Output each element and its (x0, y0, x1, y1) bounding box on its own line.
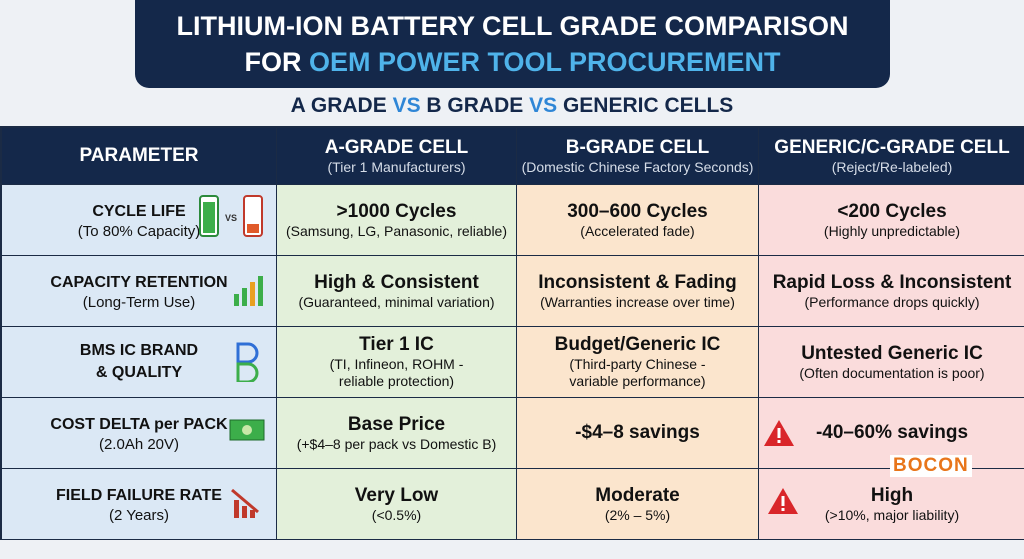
cell-subtitle: (>10%, major liability) (824, 506, 960, 523)
table-cell: 300–600 Cycles (Accelerated fade) (517, 185, 759, 256)
decline-icon (231, 488, 259, 518)
gate-icon (236, 342, 259, 382)
comparison-table: PARAMETER A-GRADE CELL (Tier 1 Manufacture… (0, 126, 1024, 540)
table-cell: PARAMETER (2, 128, 277, 185)
chart-icon (234, 276, 263, 306)
cell-title: Tier 1 IC (359, 334, 434, 355)
cell-subtitle: (<0.5%) (371, 506, 422, 523)
cell-subtitle: (Long-Term Use) (82, 293, 196, 311)
cell-title: CAPACITY RETENTION (50, 273, 228, 291)
cell-subtitle: (Warranties increase over time) (540, 293, 735, 310)
table-cell: Base Price (+$4–8 per pack vs Domestic B) (277, 398, 517, 469)
cell-title: Rapid Loss & Inconsistent (772, 271, 1012, 293)
cell-subtitle: (Reject/Re-labeled) (831, 158, 953, 175)
table-cell: Budget/Generic IC (Third-party Chinese -v… (517, 327, 759, 398)
subtitle-part: B GRADE (426, 94, 524, 117)
title: FOR OEM POWER TOOL PROCUREMENT (135, 44, 890, 80)
cell-subtitle: (2.0Ah 20V) (98, 435, 180, 453)
cell-title: B-GRADE CELL (565, 136, 710, 158)
cell-title: <200 Cycles (837, 200, 947, 222)
table-cell: Untested Generic IC (Often documentation … (759, 327, 1024, 398)
money-icon (229, 419, 265, 441)
cell-title: FIELD FAILURE RATE (56, 486, 222, 504)
title-part: FOR (244, 47, 302, 77)
cell-title: A-GRADE CELL (324, 136, 469, 158)
cell-title: Untested Generic IC (801, 342, 983, 364)
cell-subtitle: (Accelerated fade) (580, 222, 695, 239)
warning-icon (764, 420, 794, 446)
subtitle: A GRADE VS B GRADE VS GENERIC CELLS (0, 94, 1024, 118)
table-cell: BMS IC BRAND & QUALITY (2, 327, 277, 398)
table-cell: Inconsistent & Fading (Warranties increas… (517, 256, 759, 327)
cell-subtitle: (To 80% Capacity) (77, 222, 201, 240)
title: LITHIUM-ION BATTERY CELL GRADE COMPARISO… (176, 11, 849, 41)
cell-subtitle: (Domestic Chinese Factory Seconds) (521, 158, 754, 175)
cell-title: Very Low (354, 484, 439, 506)
cell-subtitle: (Third-party Chinese - (569, 356, 706, 372)
cell-subtitle: reliable protection) (338, 373, 455, 389)
subtitle-vs: VS (392, 94, 421, 117)
cell-title: Moderate (595, 484, 680, 506)
cell-title: High & Consistent (314, 271, 479, 293)
table-cell: GENERIC/C-GRADE CELL (Reject/Re-labeled) (759, 128, 1024, 185)
icon-label: VS (225, 213, 237, 223)
cell-title: PARAMETER (79, 145, 199, 166)
cell-title: High (870, 484, 914, 506)
table-cell: Moderate (2% – 5%) (517, 469, 759, 540)
table-cell: High (>10%, major liability) (759, 469, 1024, 540)
table-cell: Very Low (<0.5%) (277, 469, 517, 540)
cell-title: BMS IC BRAND (79, 342, 199, 359)
table-cell: FIELD FAILURE RATE (2 Years) (2, 469, 277, 540)
cell-subtitle: (Guaranteed, minimal variation) (298, 293, 495, 310)
table-cell: A-GRADE CELL (Tier 1 Manufacturers) (277, 128, 517, 185)
cell-subtitle: (Samsung, LG, Panasonic, reliable) (286, 222, 507, 239)
cell-title: -$4–8 savings (575, 422, 700, 443)
cell-title: Inconsistent & Fading (538, 271, 737, 293)
cell-subtitle: (TI, Infineon, ROHM - (329, 356, 464, 372)
table-cell: B-GRADE CELL (Domestic Chinese Factory Se… (517, 128, 759, 185)
battery-icon: VS (199, 195, 263, 237)
cell-title: & QUALITY (95, 364, 183, 381)
table-cell: -$4–8 savings (517, 398, 759, 469)
table-cell: CAPACITY RETENTION (Long-Term Use) (2, 256, 277, 327)
cell-title: Base Price (347, 413, 446, 435)
table-cell: -40–60% savings (759, 398, 1024, 469)
title-highlight: OEM POWER TOOL PROCUREMENT (308, 47, 781, 77)
cell-subtitle: (Performance drops quickly) (804, 293, 980, 310)
table-cell: >1000 Cycles (Samsung, LG, Panasonic, rel… (277, 185, 517, 256)
logo: BOCON (890, 455, 972, 477)
cell-subtitle: (2 Years) (108, 506, 170, 524)
cell-title: Budget/Generic IC (554, 334, 721, 355)
cell-title: GENERIC/C-GRADE CELL (774, 136, 1010, 158)
cell-title: -40–60% savings (815, 422, 969, 443)
subtitle-part: A GRADE (290, 94, 387, 117)
table-cell: Rapid Loss & Inconsistent (Performance dr… (759, 256, 1024, 327)
title-banner: LITHIUM-ION BATTERY CELL GRADE COMPARISO… (135, 0, 890, 88)
table-cell: High & Consistent (Guaranteed, minimal va… (277, 256, 517, 327)
cell-title: >1000 Cycles (336, 200, 457, 222)
table-cell: CYCLE LIFE (To 80% Capacity) (2, 185, 277, 256)
cell-title: 300–600 Cycles (567, 200, 708, 222)
cell-subtitle: (Highly unpredictable) (823, 222, 961, 239)
table-cell: Tier 1 IC (TI, Infineon, ROHM - reliable p… (277, 327, 517, 398)
table-cell: <200 Cycles (Highly unpredictable) (759, 185, 1024, 256)
cell-subtitle: (2% – 5%) (604, 506, 671, 523)
cell-title: COST DELTA per PACK (50, 415, 228, 433)
subtitle-vs: VS (529, 94, 558, 117)
cell-subtitle: (+$4–8 per pack vs Domestic B) (296, 435, 497, 452)
warning-icon (768, 488, 798, 514)
cell-subtitle: variable performance) (569, 373, 706, 389)
cell-subtitle: (Often documentation is poor) (799, 364, 985, 381)
subtitle-part: GENERIC CELLS (562, 94, 734, 117)
cell-subtitle: (Tier 1 Manufacturers) (327, 158, 466, 175)
cell-title: CYCLE LIFE (92, 202, 186, 220)
